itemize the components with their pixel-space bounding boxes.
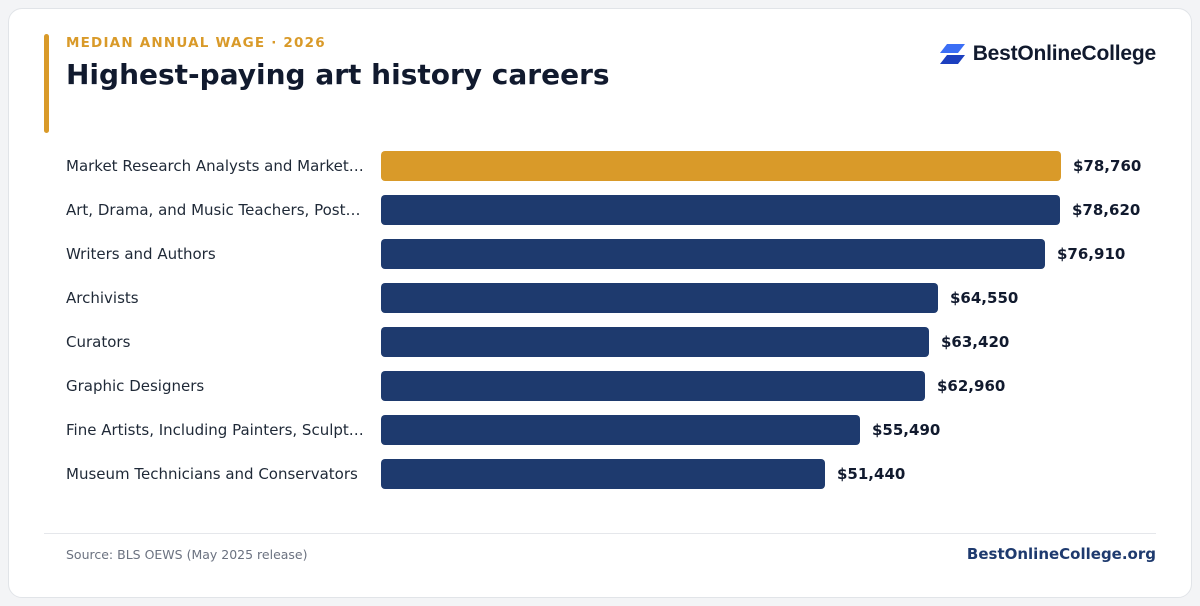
chart-card: MEDIAN ANNUAL WAGE · 2026 Highest-paying… (8, 8, 1192, 598)
bar-label: Graphic Designers (66, 377, 205, 395)
bar-value-label: $78,760 (1073, 157, 1142, 175)
chart-eyebrow: MEDIAN ANNUAL WAGE · 2026 (66, 35, 326, 51)
bar (381, 459, 825, 489)
bar (381, 283, 938, 313)
bar-label: Art, Drama, and Music Teachers, Post… (66, 201, 361, 219)
bar-label: Museum Technicians and Conservators (66, 465, 358, 483)
bestonlinecollege-logo-icon (939, 44, 965, 64)
bar (381, 151, 1061, 181)
bar-label: Market Research Analysts and Market… (66, 157, 364, 175)
accent-bar (44, 34, 49, 133)
bar (381, 239, 1045, 269)
bar-value-label: $51,440 (837, 465, 906, 483)
bar-label: Archivists (66, 289, 139, 307)
bar (381, 195, 1060, 225)
bar (381, 371, 925, 401)
bar-value-label: $63,420 (941, 333, 1010, 351)
bar (381, 415, 860, 445)
source-note: Source: BLS OEWS (May 2025 release) (66, 547, 308, 562)
bar-value-label: $55,490 (872, 421, 941, 439)
bar-label: Writers and Authors (66, 245, 216, 263)
bar-label: Fine Artists, Including Painters, Sculpt… (66, 421, 364, 439)
bar-value-label: $78,620 (1072, 201, 1141, 219)
footer-site-name: BestOnlineCollege.org (966, 545, 1156, 563)
footer-divider (44, 533, 1156, 534)
bar-chart: Market Research Analysts and Market… $78,… (9, 9, 1191, 529)
bar-value-label: $64,550 (950, 289, 1019, 307)
bar-label: Curators (66, 333, 131, 351)
bar (381, 327, 929, 357)
brand-name: BestOnlineCollege (972, 42, 1157, 65)
bar-value-label: $76,910 (1057, 245, 1126, 263)
brand-logo: BestOnlineCollege (939, 41, 1157, 67)
chart-title: Highest-paying art history careers (66, 58, 610, 91)
bar-value-label: $62,960 (937, 377, 1006, 395)
